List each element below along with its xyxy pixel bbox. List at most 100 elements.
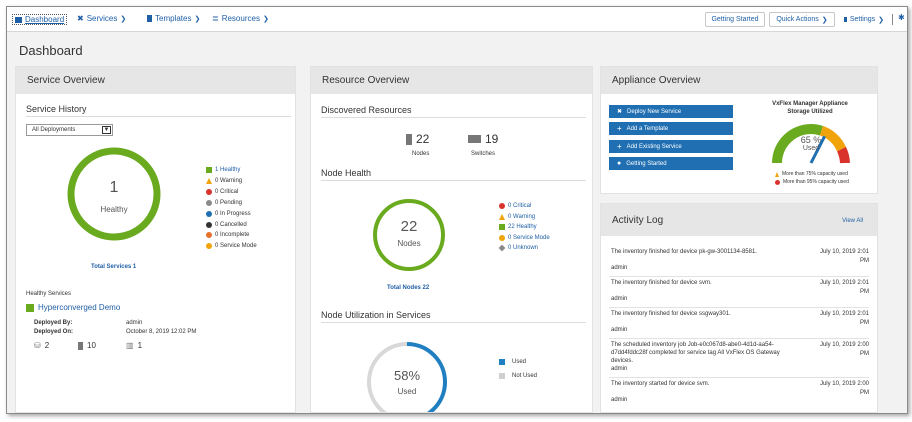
toolbar-divider (892, 14, 893, 25)
service-name-link[interactable]: Hyperconverged Demo (38, 303, 121, 312)
node-legend-label: 22 Healthy (508, 224, 537, 231)
divider (321, 322, 586, 323)
page-title: Dashboard (19, 43, 83, 58)
help-icon[interactable]: ✱ (898, 13, 905, 22)
legend-item: 0 Incomplete (206, 232, 249, 239)
critical-icon (775, 179, 780, 185)
node-legend-item[interactable]: 22 Healthy (499, 224, 537, 231)
legend-item-label: 0 Service Mode (215, 243, 257, 250)
divider (321, 117, 586, 118)
appliance-overview-header: Appliance Overview (601, 67, 877, 94)
log-timestamp: July 10, 2019 2:01 PM (819, 280, 869, 295)
app-window: Dashboard ✖ Services ❯ Templates ❯ ≣ Res… (6, 6, 908, 414)
node-legend-item[interactable]: 0 Critical (499, 203, 531, 209)
deployment-filter-value: All Deployments (32, 127, 76, 133)
nav-resources[interactable]: ≣ Resources ❯ (212, 14, 269, 23)
legend-used-label: Used (512, 359, 527, 365)
view-all-link[interactable]: View All (842, 218, 863, 224)
log-message: The scheduled inventory job Job-e0c067d8… (611, 342, 780, 364)
log-user: admin (611, 327, 628, 333)
log-timestamp: July 10, 2019 2:01 PM (819, 311, 869, 326)
status-icon (206, 221, 212, 228)
gauge-label: Used (802, 145, 820, 152)
healthy-check-icon (26, 303, 34, 312)
quick-actions-button[interactable]: Quick Actions ❯ (769, 12, 835, 27)
getting-started-button[interactable]: Getting Started (705, 12, 765, 27)
log-divider (609, 338, 869, 339)
status-icon (499, 203, 505, 209)
activity-log-entry: The inventory finished for device svm. Ju… (601, 279, 877, 310)
server-icon (78, 341, 83, 350)
total-services-link[interactable]: Total Services 1 (91, 264, 137, 270)
activity-log-header: Activity Log (612, 215, 664, 226)
divider (26, 116, 291, 117)
deployed-on-value: October 8, 2019 12:02 PM (126, 329, 197, 335)
donut-used-arc (367, 342, 447, 412)
utilization-donut (367, 342, 447, 412)
nav-templates[interactable]: Templates ❯ (147, 14, 200, 23)
status-icon (206, 243, 212, 250)
appliance-overview-card: Appliance Overview ✖ Deploy New Service … (600, 66, 878, 194)
legend-item: 0 Cancelled (206, 221, 247, 228)
add-existing-service-button[interactable]: + Add Existing Service (609, 140, 733, 153)
nav-services-label: Services (86, 14, 118, 23)
switches-count-value: 19 (485, 132, 499, 146)
getting-started-label: Getting Started (711, 16, 759, 23)
nav-templates-label: Templates (155, 14, 192, 23)
nodes-count: 22 (406, 132, 429, 146)
deployment-filter-select[interactable]: All Deployments ▼ (26, 124, 113, 136)
deployed-by-label: Deployed By: (34, 320, 73, 326)
healthy-check-icon (206, 167, 212, 173)
chevron-down-icon: ❯ (262, 15, 269, 23)
node-legend-item[interactable]: 0 Warning (499, 213, 535, 220)
deploy-new-service-label: Deploy New Service (627, 108, 682, 115)
switches-link[interactable]: Switches (471, 151, 496, 157)
node-icon (406, 133, 412, 145)
legend-item: 0 Critical (206, 188, 239, 195)
healthy-check-icon (499, 224, 505, 231)
total-nodes-link[interactable]: Total Nodes 22 (387, 285, 430, 291)
settings-icon (844, 17, 847, 22)
log-message: The inventory finished for device ssgway… (611, 311, 731, 317)
cluster-count-value: 1 (137, 341, 143, 350)
log-user: admin (611, 397, 628, 403)
utilization-label: Used (397, 387, 417, 396)
nav-services[interactable]: ✖ Services ❯ (77, 14, 126, 23)
status-icon (206, 199, 212, 206)
node-health-title: Node Health (321, 168, 372, 178)
service-item[interactable]: Hyperconverged Demo (26, 303, 120, 312)
plus-icon: + (617, 124, 622, 133)
node-donut-value: 22 (400, 218, 418, 235)
deploy-new-service-button[interactable]: ✖ Deploy New Service (609, 105, 733, 118)
chevron-down-icon: ❯ (821, 16, 828, 24)
switches-count: 19 (468, 132, 498, 146)
storage-gauge (772, 124, 850, 164)
log-divider (609, 377, 869, 378)
service-overview-header: Service Overview (16, 67, 295, 94)
settings-menu[interactable]: Settings ❯ (839, 12, 889, 27)
node-legend-item[interactable]: 0 Service Mode (499, 234, 550, 241)
node-legend-item[interactable]: 0 Unknown (498, 244, 538, 252)
legend-item[interactable]: 1 Healthy (206, 167, 240, 173)
storage-count: ⛁ 2 (34, 341, 49, 350)
gauge-warn-95: More than 95% capacity used (775, 179, 849, 185)
log-timestamp: July 10, 2019 2:00 PM (819, 381, 869, 396)
add-template-button[interactable]: + Add a Template (609, 122, 733, 135)
node-health-donut (373, 199, 445, 271)
nav-dashboard-label: Dashboard (25, 15, 65, 24)
storage-icon: ⛁ (34, 341, 41, 350)
getting-started-action-button[interactable]: ● Getting Started (609, 157, 733, 170)
status-icon (206, 232, 212, 239)
nav-dashboard[interactable]: Dashboard (12, 14, 68, 25)
services-icon: ✖ (617, 109, 623, 115)
legend-item-label: 0 Critical (215, 188, 239, 195)
legend-item-label: 1 Healthy (215, 167, 241, 173)
status-icon (499, 234, 505, 241)
nodes-link[interactable]: Nodes (412, 151, 430, 157)
status-icon (206, 210, 212, 217)
top-nav-bar: Dashboard ✖ Services ❯ Templates ❯ ≣ Res… (7, 7, 907, 32)
switch-icon (468, 135, 481, 143)
info-icon: ● (617, 160, 622, 167)
quick-actions-label: Quick Actions (776, 16, 819, 23)
storage-count-value: 2 (44, 341, 50, 350)
